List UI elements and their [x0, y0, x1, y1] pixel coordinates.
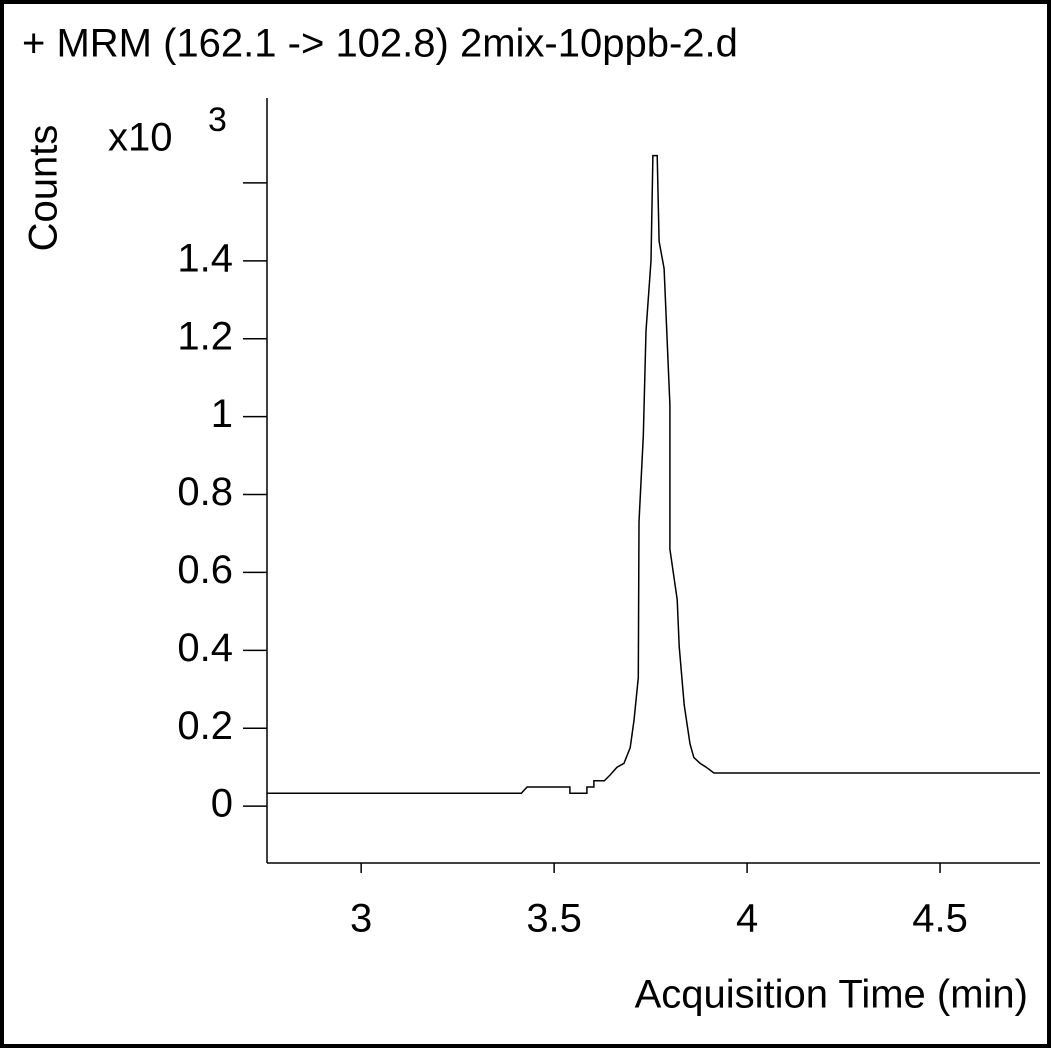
- y-tick-label: 0.2: [177, 704, 233, 748]
- y-axis-label: Counts: [22, 125, 66, 252]
- y-tick-label: 0: [211, 782, 233, 826]
- y-tick-label: 1.4: [177, 236, 233, 280]
- x-tick-label: 3: [350, 897, 372, 941]
- y-tick-label: 0.8: [177, 470, 233, 514]
- y-exponent: 3: [208, 101, 227, 139]
- y-tick-label: 1: [211, 392, 233, 436]
- x-tick-label: 4.5: [912, 897, 968, 941]
- x-tick-label: 4: [736, 897, 758, 941]
- y-tick-label: 1.2: [177, 314, 233, 358]
- y-tick-label: 0.6: [177, 548, 233, 592]
- y-multiplier: x10: [108, 116, 173, 160]
- chart-title: + MRM (162.1 -> 102.8) 2mix-10ppb-2.d: [22, 22, 738, 66]
- y-tick-label: 0.4: [177, 626, 233, 670]
- chromatogram-line: [267, 154, 1040, 795]
- x-axis-label: Acquisition Time (min): [635, 973, 1028, 1017]
- x-tick-label: 3.5: [526, 897, 582, 941]
